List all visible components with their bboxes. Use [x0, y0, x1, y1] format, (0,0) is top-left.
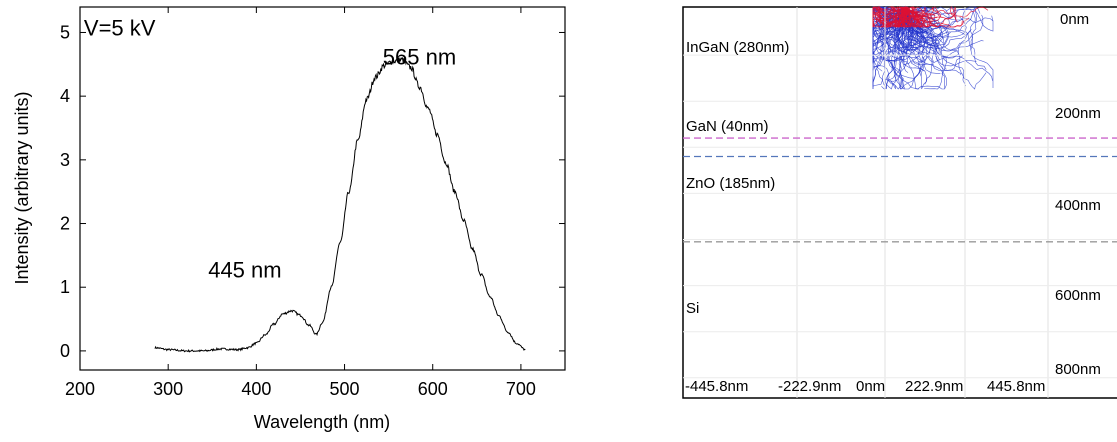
- plot-frame: [79, 6, 566, 371]
- annotation-label: V=5 kV: [84, 16, 156, 41]
- trajectory-path: [895, 6, 947, 90]
- lateral-tick-label: 0nm: [856, 378, 885, 395]
- trajectory-path: [885, 6, 908, 21]
- trajectory-path: [903, 6, 941, 22]
- y-tick-label: 4: [60, 86, 70, 106]
- layer-label: ZnO (185nm): [686, 175, 775, 192]
- trajectory-path: [906, 6, 957, 20]
- annotation-label: 565 nm: [383, 44, 456, 69]
- trajectory-path: [885, 6, 907, 90]
- y-tick-label: 0: [60, 341, 70, 361]
- y-tick-label: 2: [60, 214, 70, 234]
- layer-label: Si: [686, 300, 699, 317]
- trajectory-path: [905, 6, 987, 90]
- x-axis-label: Wavelength (nm): [254, 412, 390, 432]
- trajectory-path: [872, 6, 904, 28]
- x-axis-ticks: 200 300 400 500 600 700: [65, 7, 536, 399]
- y-tick-label: 3: [60, 150, 70, 170]
- trajectory-path: [892, 6, 905, 28]
- x-tick-label: 500: [330, 379, 360, 399]
- layer-label: InGaN (280nm): [686, 39, 789, 56]
- panel-gridlines: [683, 7, 1117, 398]
- x-tick-label: 700: [506, 379, 536, 399]
- trajectory-panel: InGaN (280nm) GaN (40nm) ZnO (185nm) Si 0nm…: [682, 5, 1117, 399]
- depth-tick-label: 600nm: [1055, 287, 1101, 304]
- depth-tick-label: 800nm: [1055, 361, 1101, 378]
- trajectory-path: [888, 6, 921, 90]
- annotations: V=5 kV 565 nm 445 nm: [84, 16, 456, 283]
- layer-labels: InGaN (280nm) GaN (40nm) ZnO (185nm) Si: [686, 39, 789, 317]
- y-axis-label: Intensity (arbitrary units): [12, 91, 32, 284]
- depth-tick-label: 0nm: [1060, 11, 1089, 28]
- annotation-label: 445 nm: [208, 258, 281, 283]
- lateral-tick-label: -445.8nm: [685, 378, 748, 395]
- y-tick-label: 5: [60, 22, 70, 42]
- lateral-tick-label: 222.9nm: [905, 378, 963, 395]
- electron-trajectories: [872, 5, 994, 90]
- lateral-tick-labels: -445.8nm -222.9nm 0nm 222.9nm 445.8nm: [685, 378, 1045, 395]
- trajectory-path: [905, 6, 926, 27]
- depth-tick-label: 200nm: [1055, 105, 1101, 122]
- x-tick-label: 600: [418, 379, 448, 399]
- depth-tick-label: 400nm: [1055, 197, 1101, 214]
- lateral-tick-label: 445.8nm: [987, 378, 1045, 395]
- spectrum-series-line: [154, 56, 526, 353]
- layer-boundaries: [683, 137, 1117, 243]
- x-tick-label: 400: [241, 379, 271, 399]
- trajectory-path: [903, 6, 950, 74]
- x-tick-label: 200: [65, 379, 95, 399]
- y-axis-ticks: 0 1 2 3 4 5: [60, 22, 565, 361]
- trajectory-path: [872, 6, 904, 28]
- trajectory-path: [874, 6, 906, 29]
- y-tick-label: 1: [60, 277, 70, 297]
- trajectory-path: [905, 6, 994, 32]
- depth-tick-labels: 0nm 200nm 400nm 600nm 800nm: [1055, 11, 1101, 378]
- lateral-tick-label: -222.9nm: [778, 378, 841, 395]
- layer-label: GaN (40nm): [686, 118, 769, 135]
- x-tick-label: 300: [153, 379, 183, 399]
- spectrum-chart: 200 300 400 500 600 700 0 1 2 3 4 5 Wavelength (nm…: [12, 6, 566, 432]
